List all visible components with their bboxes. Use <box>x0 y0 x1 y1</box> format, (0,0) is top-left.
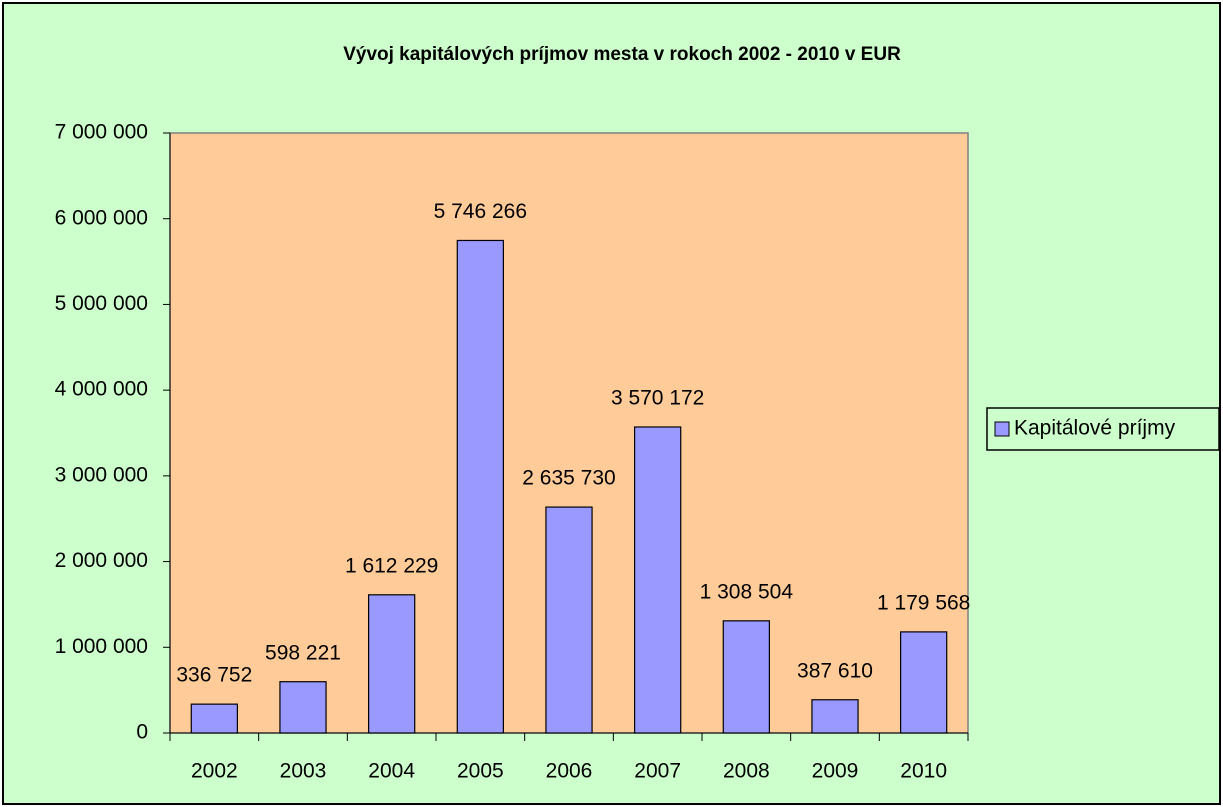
data-label: 387 610 <box>797 659 873 682</box>
data-label: 3 570 172 <box>611 387 704 410</box>
y-tick-label: 0 <box>136 721 148 744</box>
data-label: 1 308 504 <box>700 580 794 603</box>
bar <box>634 426 682 734</box>
data-label: 598 221 <box>265 641 341 664</box>
x-tick-label: 2009 <box>812 760 859 783</box>
data-label: 1 179 568 <box>877 591 970 614</box>
x-tick-label: 2010 <box>900 760 947 783</box>
legend-swatch <box>994 421 1010 437</box>
x-tick-label: 2004 <box>368 760 415 783</box>
x-tick-label: 2005 <box>457 760 504 783</box>
x-tick-label: 2003 <box>280 760 327 783</box>
data-label: 2 635 730 <box>522 467 615 490</box>
y-tick-label: 6 000 000 <box>55 206 148 229</box>
x-tick-label: 2006 <box>546 760 593 783</box>
y-tick-label: 2 000 000 <box>55 549 148 572</box>
y-tick-label: 4 000 000 <box>55 378 148 401</box>
bar <box>368 594 416 734</box>
data-label: 336 752 <box>176 664 252 687</box>
y-tick-label: 5 000 000 <box>55 292 148 315</box>
data-label: 5 746 266 <box>434 200 527 223</box>
x-tick-label: 2008 <box>723 760 770 783</box>
bar <box>190 703 238 734</box>
y-tick-label: 1 000 000 <box>55 635 148 658</box>
legend-box <box>986 407 1220 451</box>
legend-label: Kapitálové príjmy <box>1014 417 1176 440</box>
bar <box>279 681 327 734</box>
bar <box>545 506 593 734</box>
data-label: 1 612 229 <box>345 554 438 577</box>
y-tick-label: 3 000 000 <box>55 463 148 486</box>
chart-title: Vývoj kapitálových príjmov mesta v rokoc… <box>343 44 901 65</box>
bar <box>900 631 948 734</box>
bar <box>722 620 770 734</box>
x-tick-label: 2007 <box>634 760 681 783</box>
bar <box>456 239 504 734</box>
x-tick-label: 2002 <box>191 760 238 783</box>
y-tick-label: 7 000 000 <box>55 121 148 144</box>
bar <box>811 699 859 734</box>
